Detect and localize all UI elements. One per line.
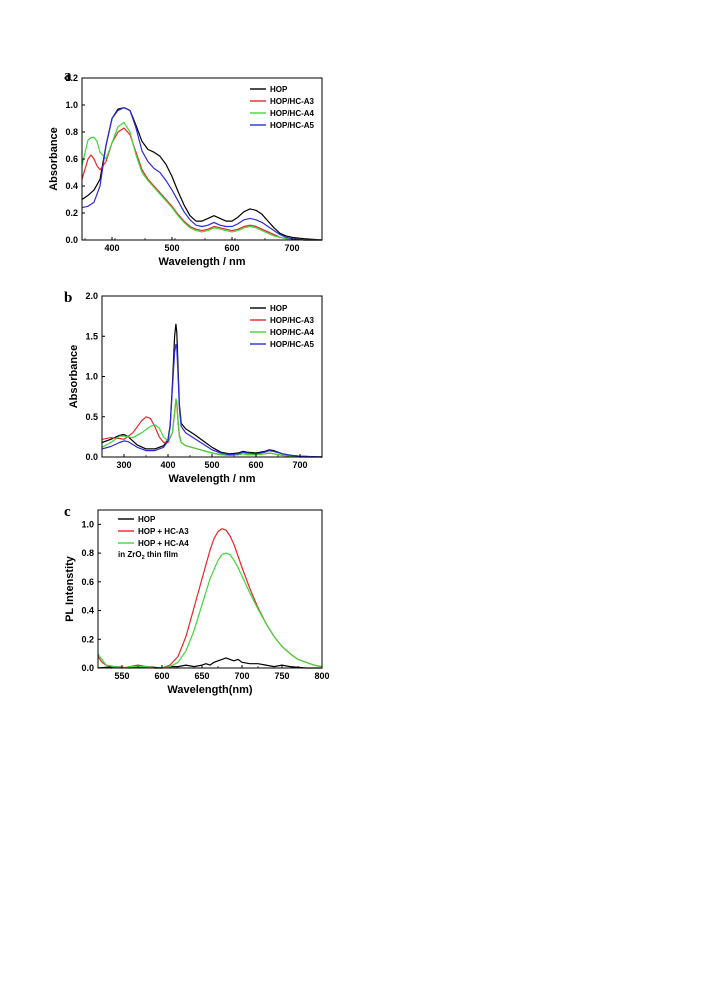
x-axis-title: Wavelength / nm <box>159 256 246 268</box>
pl-intensity-chart-c: c 550 600 650 700 750 800 0.0 0.2 0.4 0.6 0.8 1.0 Wa… <box>64 504 330 696</box>
y-tick-label: 1.0 <box>81 519 94 529</box>
y-tick-label: 1.5 <box>85 331 98 341</box>
y-tick-label: 0.4 <box>81 606 94 616</box>
y-tick-label: 0.8 <box>81 548 94 558</box>
y-tick-label: 0.6 <box>81 577 94 587</box>
panel-label-a: a <box>64 68 72 84</box>
panel-b: b 300 400 500 600 700 0.0 0.5 1.0 1.5 2.0 Waveleng… <box>0 282 725 500</box>
panel-a: a 400 500 600 700 0.0 0.2 0.4 0.6 0.8 1.0 1.2 Wavel… <box>0 62 725 280</box>
x-tick-label: 500 <box>164 243 179 253</box>
y-tick-label: 0.8 <box>65 127 78 137</box>
x-tick-label: 700 <box>234 671 249 681</box>
panel-c: c 550 600 650 700 750 800 0.0 0.2 0.4 0.6 0.8 1.0 Wa… <box>0 500 725 710</box>
y-tick-label: 0.4 <box>65 181 78 191</box>
series-line-hop-hc-a4 <box>97 552 323 669</box>
x-tick-label: 300 <box>116 460 131 470</box>
legend-label: HOP <box>270 304 288 313</box>
legend-label: HOP/HC-A4 <box>270 328 315 337</box>
legend-label: HOP/HC-A4 <box>270 109 315 118</box>
x-tick-label: 500 <box>204 460 219 470</box>
x-tick-label: 600 <box>224 243 239 253</box>
legend-label: HOP/HC-A5 <box>270 121 315 130</box>
legend-label: HOP <box>270 85 288 94</box>
absorbance-chart-a: a 400 500 600 700 0.0 0.2 0.4 0.6 0.8 1.0 1.2 Wavel… <box>48 68 323 268</box>
series-line-hop-hc-a3 <box>81 127 322 241</box>
x-axis-title: Wavelength(nm) <box>167 684 252 696</box>
y-tick-label: 0.0 <box>81 663 94 673</box>
legend-label: HOP + HC-A4 <box>138 539 189 548</box>
panel-label-b: b <box>64 290 72 306</box>
series-line-hop-hc-a4 <box>101 398 322 458</box>
x-tick-label: 600 <box>154 671 169 681</box>
x-tick-label: 750 <box>274 671 289 681</box>
series-line-hop-hc-a5 <box>101 343 323 458</box>
y-tick-label: 0.2 <box>65 208 78 218</box>
y-axis-title: Absorbance <box>48 127 60 191</box>
y-tick-label: 1.0 <box>85 372 98 382</box>
y-axis-title: Absorbance <box>68 345 80 409</box>
annotation-text: in ZrO2 thin film <box>118 550 178 561</box>
series-line-hop-hc-a4 <box>81 121 322 241</box>
x-tick-label: 650 <box>194 671 209 681</box>
y-tick-label: 1.0 <box>65 100 78 110</box>
y-tick-label: 0.2 <box>81 634 94 644</box>
plot-frame <box>97 509 323 669</box>
absorbance-chart-b: b 300 400 500 600 700 0.0 0.5 1.0 1.5 2.0 Waveleng… <box>64 290 323 485</box>
legend-label: HOP/HC-A3 <box>270 316 315 325</box>
x-tick-label: 550 <box>114 671 129 681</box>
x-tick-label: 400 <box>160 460 175 470</box>
x-tick-label: 400 <box>104 243 119 253</box>
series-line-hop <box>81 107 323 241</box>
x-tick-label: 600 <box>248 460 263 470</box>
legend-label: HOP/HC-A5 <box>270 340 315 349</box>
legend-label: HOP <box>138 515 156 524</box>
y-tick-label: 0.6 <box>65 154 78 164</box>
y-tick-label: 1.2 <box>65 73 78 83</box>
legend-label: HOP/HC-A3 <box>270 97 315 106</box>
y-tick-label: 0.0 <box>65 235 78 245</box>
panel-label-c: c <box>64 504 71 520</box>
x-axis-title: Wavelength / nm <box>169 473 256 485</box>
legend-label: HOP + HC-A3 <box>138 527 189 536</box>
x-tick-label: 800 <box>314 671 329 681</box>
series-line-hop-hc-a3 <box>101 400 322 458</box>
y-tick-label: 0.5 <box>85 412 98 422</box>
y-tick-label: 2.0 <box>85 291 98 301</box>
x-tick-label: 700 <box>284 243 299 253</box>
y-axis-title: PL Intenstity <box>64 555 76 622</box>
x-tick-label: 700 <box>292 460 307 470</box>
series-line-hop-hc-a5 <box>81 107 322 241</box>
y-tick-label: 0.0 <box>85 452 98 462</box>
